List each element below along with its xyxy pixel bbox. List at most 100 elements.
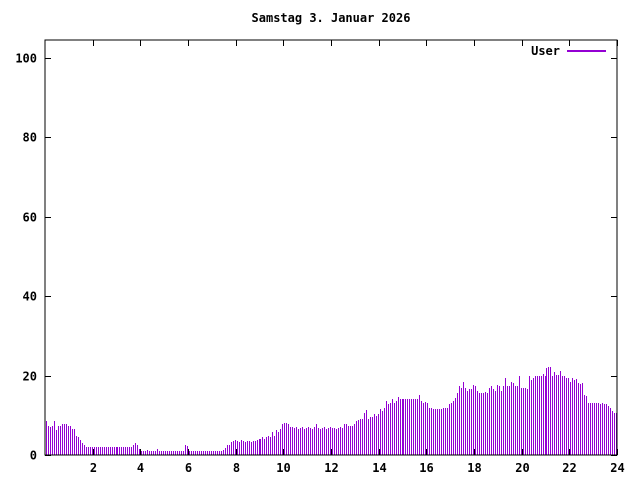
bar — [529, 376, 530, 455]
bar — [316, 424, 317, 455]
bar — [447, 408, 448, 455]
bar — [114, 447, 115, 455]
bar — [455, 398, 456, 455]
bar — [70, 426, 71, 455]
bar — [104, 447, 105, 455]
bar — [356, 421, 357, 455]
bar — [507, 386, 508, 455]
bar — [245, 442, 246, 455]
bar — [119, 447, 120, 455]
bar — [481, 393, 482, 455]
bar — [231, 442, 232, 455]
bar — [82, 443, 83, 455]
bar — [298, 429, 299, 455]
bar — [372, 417, 373, 455]
bar — [398, 397, 399, 455]
bar — [527, 389, 528, 455]
bar — [98, 447, 99, 455]
bar — [491, 386, 492, 455]
bar — [314, 427, 315, 455]
bar — [157, 449, 158, 455]
bar — [394, 403, 395, 455]
bar — [320, 429, 321, 455]
bar — [58, 426, 59, 455]
bar — [499, 386, 500, 455]
x-tick-label: 18 — [467, 461, 481, 475]
bar — [139, 449, 140, 455]
bar — [72, 429, 73, 455]
x-tick-label: 24 — [610, 461, 624, 475]
bar — [459, 386, 460, 455]
bar — [165, 451, 166, 455]
bar — [302, 427, 303, 455]
bar — [209, 451, 210, 455]
bar — [117, 447, 118, 455]
bar — [548, 367, 549, 455]
bar — [294, 428, 295, 455]
bar — [352, 426, 353, 455]
bar — [121, 447, 122, 455]
bar — [612, 411, 613, 455]
bar — [147, 450, 148, 455]
bar — [155, 451, 156, 455]
bar — [403, 399, 404, 455]
bar — [306, 428, 307, 455]
bar — [465, 388, 466, 455]
bar — [509, 386, 510, 455]
bar — [346, 424, 347, 455]
bar — [558, 375, 559, 455]
bar — [167, 451, 168, 455]
bar — [249, 441, 250, 455]
bar — [445, 408, 446, 455]
bar — [52, 426, 53, 455]
bar — [521, 388, 522, 455]
bar — [419, 395, 420, 455]
bar — [46, 421, 47, 455]
bar — [50, 427, 51, 455]
bar — [370, 417, 371, 455]
bar — [362, 419, 363, 455]
bar — [584, 395, 585, 455]
bar — [409, 399, 410, 455]
bar — [435, 409, 436, 455]
bar — [153, 451, 154, 455]
bar — [133, 445, 134, 455]
bar — [596, 403, 597, 455]
bar — [600, 404, 601, 455]
bar — [382, 411, 383, 455]
bar — [80, 440, 81, 455]
bar — [171, 451, 172, 455]
bar — [326, 429, 327, 455]
bar — [243, 441, 244, 455]
bar — [129, 447, 130, 455]
y-tick-label: 80 — [23, 131, 37, 145]
bar — [163, 451, 164, 455]
bar — [533, 378, 534, 455]
bar — [360, 419, 361, 455]
bar — [423, 403, 424, 455]
bar — [233, 441, 234, 455]
bar — [304, 429, 305, 455]
bar — [86, 447, 87, 455]
bar — [578, 383, 579, 455]
bar — [441, 409, 442, 455]
bar — [614, 413, 615, 455]
bar — [227, 445, 228, 455]
bar — [92, 447, 93, 455]
bar — [489, 388, 490, 455]
bar — [608, 406, 609, 455]
bar — [477, 391, 478, 455]
bar — [123, 447, 124, 455]
bar — [102, 447, 103, 455]
bar — [257, 440, 258, 455]
bar — [515, 386, 516, 455]
bar — [145, 451, 146, 455]
bar — [392, 399, 393, 455]
bar — [564, 376, 565, 455]
y-tick-label: 0 — [30, 449, 37, 463]
bar — [48, 426, 49, 455]
bar — [127, 447, 128, 455]
bar — [161, 451, 162, 455]
bar — [519, 376, 520, 455]
bar — [334, 428, 335, 455]
